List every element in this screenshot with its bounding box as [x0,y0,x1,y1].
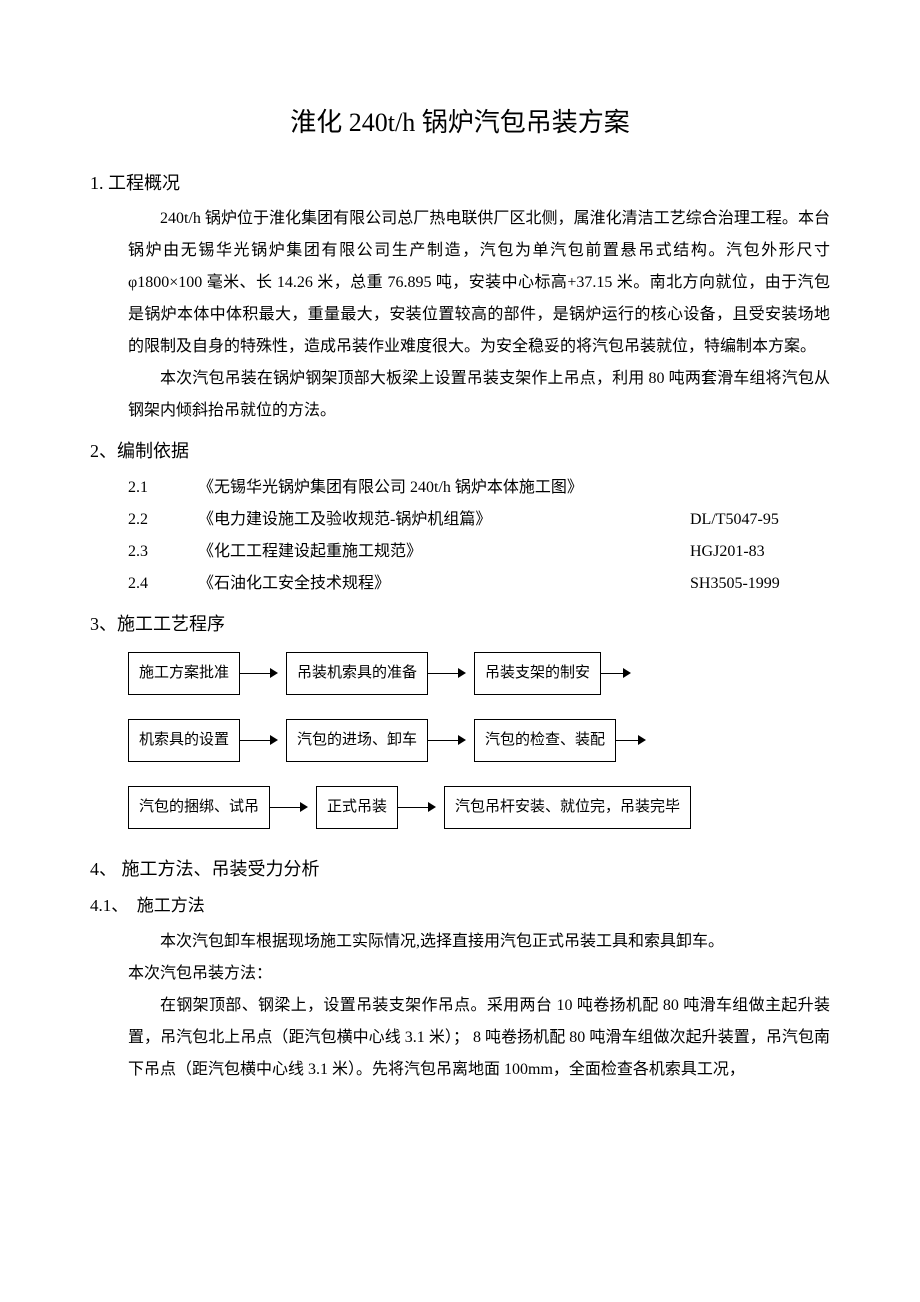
arrow-icon [428,673,466,674]
arrow-icon [240,740,278,741]
ref-num: 2.2 [128,504,198,536]
ref-code [690,472,830,504]
flow-row-1: 施工方案批准 吊装机索具的准备 吊装支架的制安 [128,652,830,695]
ref-title: 《石油化工安全技术规程》 [198,568,690,600]
ref-title: 《无锡华光锅炉集团有限公司 240t/h 锅炉本体施工图》 [198,472,690,504]
ref-title: 《化工工程建设起重施工规范》 [198,536,690,568]
flow-step: 汽包的捆绑、试吊 [128,786,270,829]
ref-code: HGJ201-83 [690,536,830,568]
flow-row-2: 机索具的设置 汽包的进场、卸车 汽包的检查、装配 [128,719,830,762]
flow-row-3: 汽包的捆绑、试吊 正式吊装 汽包吊杆安装、就位完，吊装完毕 [128,786,830,829]
flow-step: 机索具的设置 [128,719,240,762]
arrow-icon [601,673,631,674]
arrow-icon [270,807,308,808]
flow-step: 汽包的检查、装配 [474,719,616,762]
ref-num: 2.1 [128,472,198,504]
section-4-heading: 4、 施工方法、吊装受力分析 [90,853,830,885]
section-4-1-heading: 4.1、 施工方法 [90,891,830,922]
ref-num: 2.3 [128,536,198,568]
flow-step: 正式吊装 [316,786,398,829]
reference-row: 2.4 《石油化工安全技术规程》 SH3505-1999 [128,568,830,600]
section-4-1-para-1: 本次汽包卸车根据现场施工实际情况,选择直接用汽包正式吊装工具和索具卸车。 [128,926,830,958]
flow-step: 吊装支架的制安 [474,652,601,695]
section-4-1-para-3: 在钢架顶部、钢梁上，设置吊装支架作吊点。采用两台 10 吨卷扬机配 80 吨滑车… [128,990,830,1086]
ref-num: 2.4 [128,568,198,600]
ref-title: 《电力建设施工及验收规范-锅炉机组篇》 [198,504,690,536]
flow-step: 施工方案批准 [128,652,240,695]
flow-step: 吊装机索具的准备 [286,652,428,695]
section-1-para-1: 240t/h 锅炉位于淮化集团有限公司总厂热电联供厂区北侧，属淮化清洁工艺综合治… [128,203,830,363]
arrow-icon [428,740,466,741]
document-title: 淮化 240t/h 锅炉汽包吊装方案 [90,100,830,147]
flow-step: 汽包的进场、卸车 [286,719,428,762]
arrow-icon [398,807,436,808]
section-2-heading: 2、编制依据 [90,435,830,467]
ref-code: DL/T5047-95 [690,504,830,536]
section-1-para-2: 本次汽包吊装在锅炉钢架顶部大板梁上设置吊装支架作上吊点，利用 80 吨两套滑车组… [128,363,830,427]
section-1-heading: 1. 工程概况 [90,167,830,199]
arrow-icon [616,740,646,741]
reference-row: 2.1 《无锡华光锅炉集团有限公司 240t/h 锅炉本体施工图》 [128,472,830,504]
arrow-icon [240,673,278,674]
process-flowchart: 施工方案批准 吊装机索具的准备 吊装支架的制安 机索具的设置 汽包的进场、卸车 … [128,652,830,829]
ref-code: SH3505-1999 [690,568,830,600]
section-4-1-para-2: 本次汽包吊装方法： [128,958,830,990]
reference-row: 2.3 《化工工程建设起重施工规范》 HGJ201-83 [128,536,830,568]
section-3-heading: 3、施工工艺程序 [90,608,830,640]
reference-list: 2.1 《无锡华光锅炉集团有限公司 240t/h 锅炉本体施工图》 2.2 《电… [128,472,830,600]
reference-row: 2.2 《电力建设施工及验收规范-锅炉机组篇》 DL/T5047-95 [128,504,830,536]
flow-step: 汽包吊杆安装、就位完，吊装完毕 [444,786,691,829]
